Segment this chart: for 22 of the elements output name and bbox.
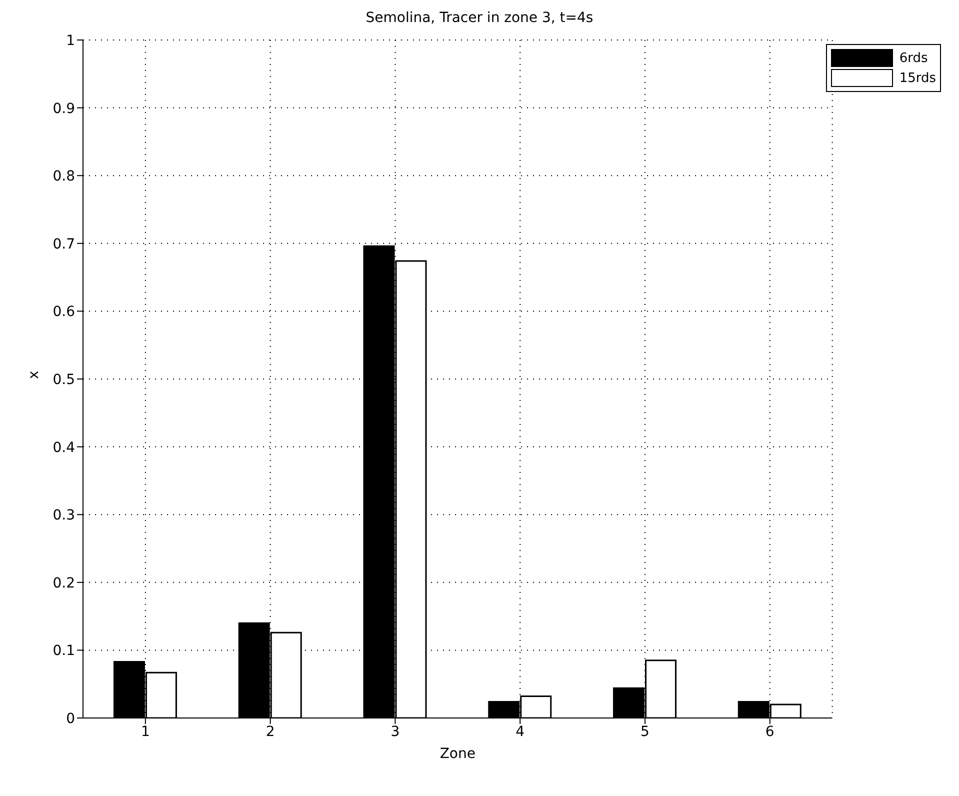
x-tick-label: 1: [140, 724, 150, 740]
chart-title: Semolina, Tracer in zone 3, t=4s: [364, 10, 594, 26]
y-tick-label: 0.1: [52, 643, 75, 660]
y-tick-label: 0.8: [52, 168, 75, 185]
x-tick-label: 2: [266, 724, 275, 740]
x-tick-label: 4: [516, 724, 525, 740]
y-tick-label: 0.5: [52, 372, 75, 388]
x-tick-label: 5: [640, 724, 650, 740]
y-tick-label: 0.2: [52, 575, 75, 592]
y-tick-label: 1: [66, 32, 75, 49]
y-tick-label: 0: [66, 710, 75, 727]
legend-label: 6rds: [899, 50, 928, 66]
y-tick-label: 0.7: [52, 236, 75, 252]
x-tick-label: 6: [765, 724, 774, 740]
legend-label: 15rds: [899, 70, 936, 86]
x-tick-label: 3: [390, 724, 400, 740]
y-tick-label: 0.6: [52, 304, 76, 320]
y-tick-label: 0.9: [52, 100, 75, 117]
y-tick-label: 0.3: [52, 508, 75, 524]
y-axis-title: x: [26, 370, 42, 379]
y-tick-label: 0.4: [52, 440, 76, 456]
x-axis-title: Zone: [440, 746, 476, 762]
